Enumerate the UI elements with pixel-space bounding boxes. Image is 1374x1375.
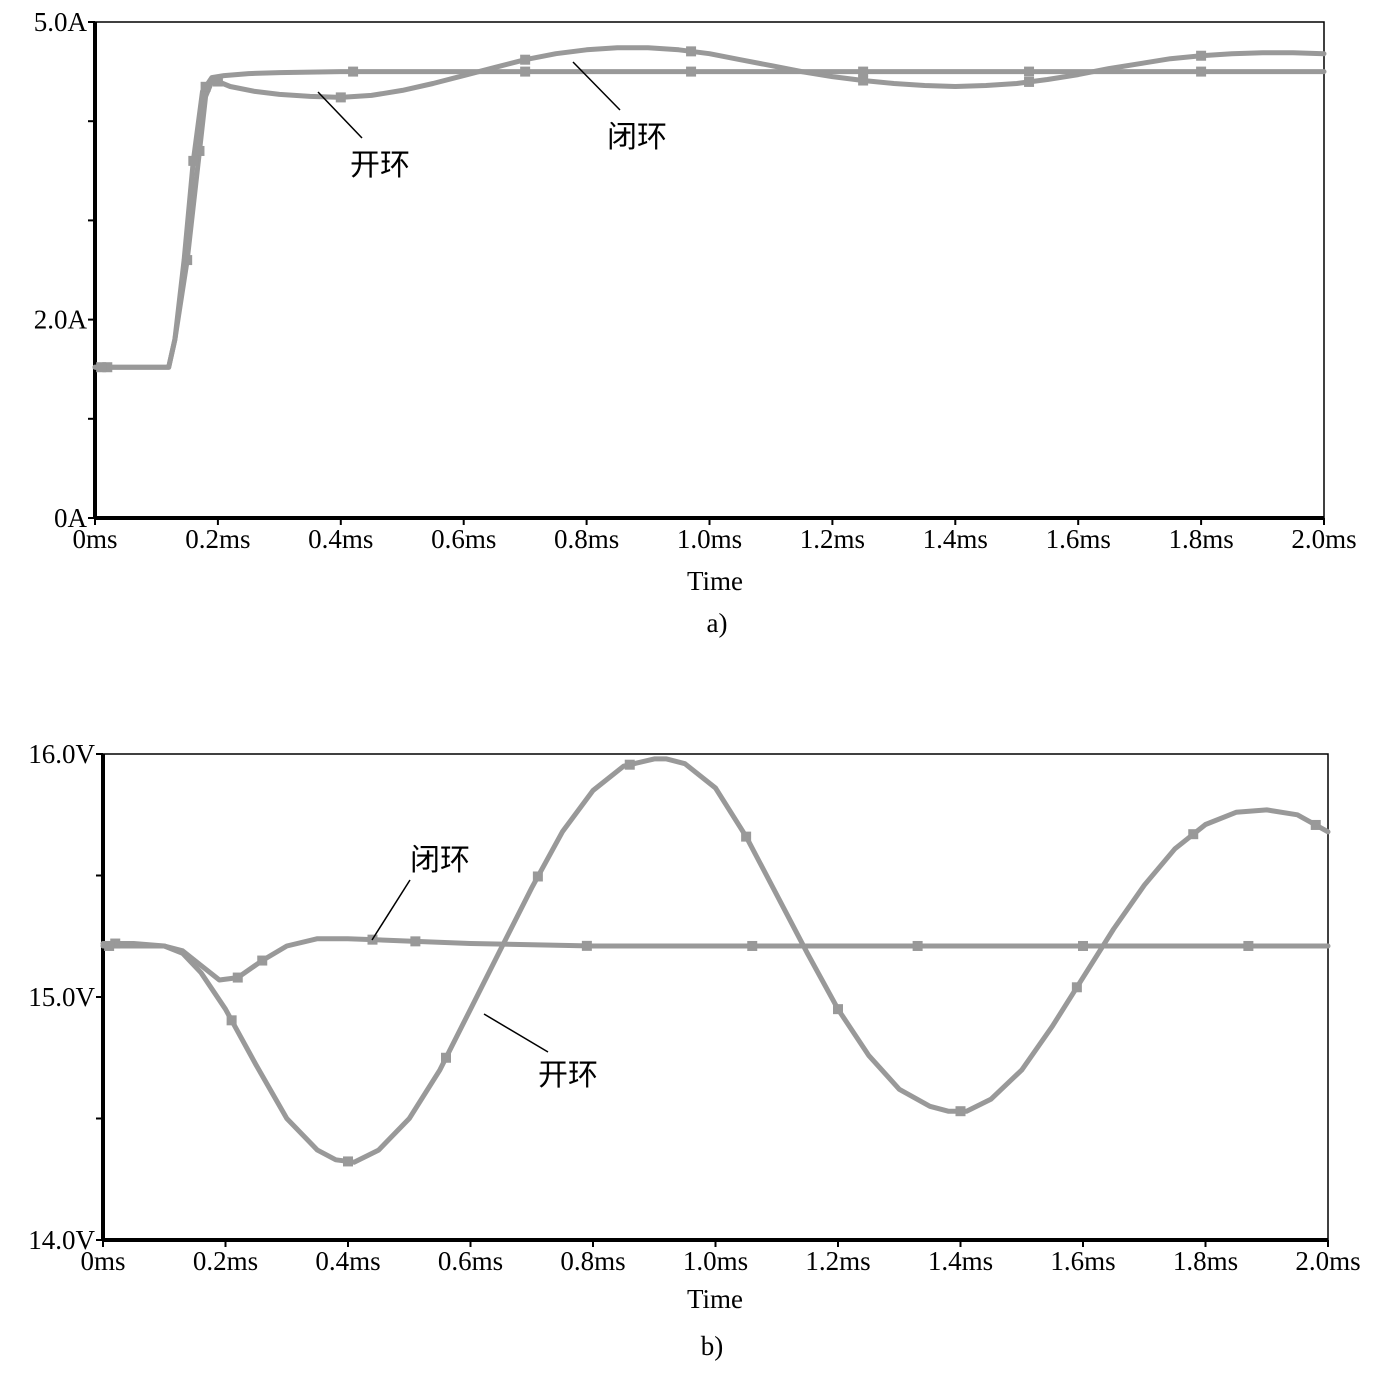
x-tick-label: 1.2ms <box>800 524 865 554</box>
axis-ticks: 0ms 0.2ms 0.4ms 0.6ms 0.8ms 1.0ms 1.2ms 1.4ms 1.… <box>28 739 1360 1276</box>
series-marker <box>912 940 923 951</box>
series-marker <box>833 1004 843 1015</box>
series-marker <box>441 1052 451 1063</box>
x-tick-label: 1.2ms <box>805 1246 870 1276</box>
series-marker <box>1196 66 1207 77</box>
series-marker <box>581 940 592 951</box>
series-marker <box>343 1156 353 1167</box>
x-tick-label: 0.6ms <box>431 524 496 554</box>
closed-loop-series <box>92 66 1327 373</box>
panel-label: a) <box>707 608 728 638</box>
series-marker <box>1024 76 1035 87</box>
x-tick-label: 1.4ms <box>928 1246 993 1276</box>
x-tick-label: 0ms <box>80 1246 125 1276</box>
series-marker <box>1310 819 1321 830</box>
x-tick-label: 1.8ms <box>1173 1246 1238 1276</box>
series-marker <box>1243 940 1254 951</box>
series-marker <box>226 1015 237 1026</box>
y-tick-label: 14.0V <box>28 1225 95 1255</box>
series-marker <box>96 362 107 373</box>
series-marker <box>257 955 268 966</box>
closed-loop-series <box>100 934 1331 983</box>
x-tick-label: 1.8ms <box>1168 524 1233 554</box>
series-marker <box>1071 982 1082 993</box>
axis-ticks: 0ms 0.2ms 0.4ms 0.6ms 0.8ms 1.0ms 1.2ms 1.4ms 1.… <box>34 7 1357 554</box>
series-group <box>100 756 1331 1167</box>
x-tick-label: 0.2ms <box>193 1246 258 1276</box>
x-tick-label: 0.8ms <box>560 1246 625 1276</box>
series-group <box>92 45 1327 373</box>
open-loop-series <box>92 45 1327 373</box>
open-loop-annotation: 开环 <box>350 148 410 183</box>
x-tick-label: 0.8ms <box>554 524 619 554</box>
x-tick-label: 0ms <box>72 524 117 554</box>
closed-loop-leader-line <box>572 61 621 111</box>
series-marker <box>686 66 697 77</box>
closed-loop-leader-line <box>371 879 411 941</box>
series-marker <box>182 255 193 266</box>
x-tick-label: 1.6ms <box>1050 1246 1115 1276</box>
series-line <box>92 69 1327 370</box>
series-marker <box>348 66 359 77</box>
current-chart-panel: 0ms 0.2ms 0.4ms 0.6ms 0.8ms 1.0ms 1.2ms 1.4ms 1.… <box>34 7 1357 638</box>
series-marker <box>955 1106 966 1117</box>
series-marker <box>104 940 115 951</box>
y-tick-label: 5.0A <box>34 7 88 37</box>
plot-frame <box>102 753 1329 1241</box>
closed-loop-annotation: 闭环 <box>410 843 470 878</box>
series-marker <box>858 75 869 86</box>
panel-label: b) <box>701 1331 724 1361</box>
x-tick-label: 1.0ms <box>677 524 742 554</box>
closed-loop-annotation: 闭环 <box>607 120 667 155</box>
x-tick-label: 0.4ms <box>315 1246 380 1276</box>
series-marker <box>200 81 211 92</box>
series-marker <box>1024 66 1035 77</box>
series-line <box>100 936 1331 983</box>
series-marker <box>1078 940 1088 951</box>
x-tick-label: 2.0ms <box>1291 524 1356 554</box>
x-axis-title: Time <box>687 566 743 596</box>
y-tick-label: 15.0V <box>28 982 95 1012</box>
x-tick-label: 1.4ms <box>923 524 988 554</box>
x-tick-label: 1.6ms <box>1046 524 1111 554</box>
y-tick-label: 0A <box>54 503 88 533</box>
series-marker <box>1196 50 1207 61</box>
series-marker <box>212 76 223 87</box>
series-marker <box>410 936 421 947</box>
series-marker <box>747 940 758 951</box>
series-marker <box>686 46 697 57</box>
series-marker <box>741 831 752 842</box>
x-tick-label: 0.2ms <box>185 524 250 554</box>
series-marker <box>520 66 531 77</box>
series-line <box>92 45 1327 370</box>
open-loop-series <box>100 756 1331 1167</box>
x-tick-label: 2.0ms <box>1295 1246 1360 1276</box>
voltage-chart-panel: 0ms 0.2ms 0.4ms 0.6ms 0.8ms 1.0ms 1.2ms 1.4ms 1.… <box>28 739 1360 1361</box>
series-marker <box>858 66 869 77</box>
series-marker <box>520 54 531 65</box>
x-tick-label: 0.6ms <box>438 1246 503 1276</box>
series-marker <box>194 145 205 156</box>
y-tick-label: 2.0A <box>34 305 88 335</box>
series-marker <box>188 155 199 166</box>
series-line <box>100 756 1331 1165</box>
series-marker <box>532 871 543 882</box>
open-loop-leader-line <box>317 91 363 139</box>
series-marker <box>232 972 243 983</box>
x-tick-label: 0.4ms <box>308 524 373 554</box>
open-loop-leader-line <box>483 1013 549 1053</box>
y-tick-label: 16.0V <box>28 739 95 769</box>
series-marker <box>335 92 346 103</box>
series-marker <box>624 759 635 770</box>
series-marker <box>1188 829 1199 840</box>
x-tick-label: 1.0ms <box>683 1246 748 1276</box>
open-loop-annotation: 开环 <box>538 1058 598 1093</box>
x-axis-title: Time <box>687 1284 743 1314</box>
